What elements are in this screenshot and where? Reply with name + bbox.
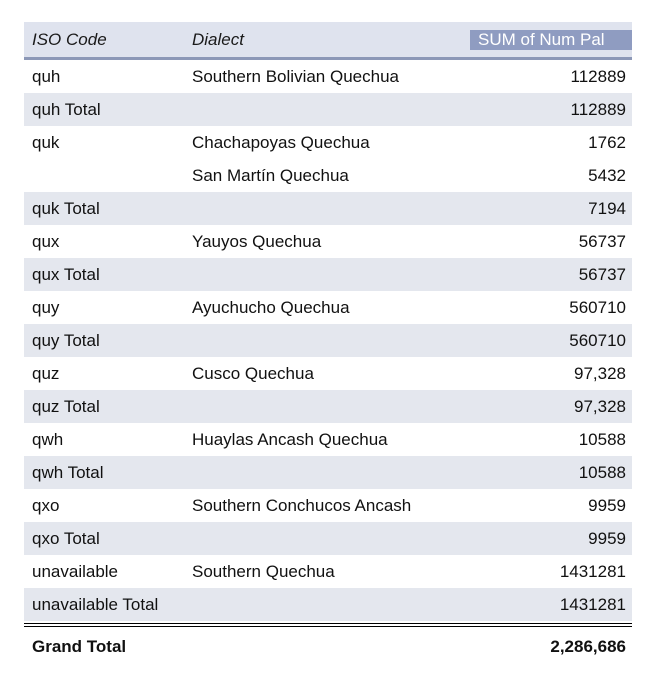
iso-code-cell[interactable]: qux	[32, 231, 60, 251]
sum-cell[interactable]: 560710	[569, 297, 626, 317]
dialect-cell[interactable]: Ayuchucho Quechua	[192, 297, 350, 317]
table-row: qux Yauyos Quechua 56737	[24, 225, 632, 258]
subtotal-row: quz Total 97,328	[24, 390, 632, 423]
sum-cell[interactable]: 7194	[588, 198, 626, 218]
dialect-cell[interactable]: Southern Bolivian Quechua	[192, 66, 399, 86]
subtotal-row: unavailable Total 1431281	[24, 588, 632, 621]
iso-code-cell[interactable]: quz	[32, 363, 60, 383]
iso-code-cell[interactable]: qxo Total	[32, 528, 100, 548]
header-dialect[interactable]: Dialect	[192, 29, 244, 49]
iso-code-cell[interactable]: qxo	[32, 495, 60, 515]
dialect-cell[interactable]: Cusco Quechua	[192, 363, 314, 383]
sum-cell[interactable]: 10588	[578, 429, 626, 449]
table-row: quy Ayuchucho Quechua 560710	[24, 291, 632, 324]
table-row: unavailable Southern Quechua 1431281	[24, 555, 632, 588]
subtotal-row: qwh Total 10588	[24, 456, 632, 489]
iso-code-cell[interactable]: unavailable	[32, 561, 119, 581]
sum-cell[interactable]: 56737	[578, 264, 626, 284]
sum-cell[interactable]: 5432	[588, 165, 626, 185]
header-sum-num-pal[interactable]: SUM of Num Pal	[470, 29, 632, 50]
sum-cell[interactable]: 560710	[569, 330, 626, 350]
sum-cell[interactable]: 112889	[570, 99, 626, 119]
sum-cell[interactable]: 10588	[578, 462, 626, 482]
table-row: quz Cusco Quechua 97,328	[24, 357, 632, 390]
sum-cell[interactable]: 1431281	[559, 561, 626, 581]
iso-code-cell[interactable]: unavailable Total	[32, 594, 159, 614]
iso-code-cell[interactable]: qwh Total	[32, 462, 104, 482]
subtotal-row: quy Total 560710	[24, 324, 632, 357]
iso-code-cell[interactable]: quk	[32, 132, 60, 152]
table-body: quh Southern Bolivian Quechua 112889 quh To…	[24, 60, 632, 621]
iso-code-cell[interactable]: quy Total	[32, 330, 100, 350]
sum-cell[interactable]: 97,328	[574, 363, 626, 383]
iso-code-cell[interactable]: quy	[32, 297, 60, 317]
iso-code-cell[interactable]: quh	[32, 66, 61, 86]
table-row: quk Chachapoyas Quechua 1762	[24, 126, 632, 159]
grand-total-label: Grand Total	[32, 637, 127, 656]
iso-code-cell[interactable]: quh Total	[32, 99, 101, 119]
iso-code-cell[interactable]: quk Total	[32, 198, 100, 218]
table-row: qwh Huaylas Ancash Quechua 10588	[24, 423, 632, 456]
pivot-table: ISO Code Dialect SUM of Num Pal quh South…	[24, 22, 632, 667]
dialect-cell[interactable]: Huaylas Ancash Quechua	[192, 429, 388, 449]
sum-cell[interactable]: 56737	[578, 231, 626, 251]
table-row: San Martín Quechua 5432	[24, 159, 632, 192]
grand-total-value: 2,286,686	[550, 637, 626, 656]
sum-cell[interactable]: 1431281	[559, 594, 626, 614]
subtotal-row: quh Total 112889	[24, 93, 632, 126]
iso-code-cell[interactable]: qux Total	[32, 264, 100, 284]
sum-cell[interactable]: 9959	[588, 495, 626, 515]
sum-cell[interactable]: 9959	[588, 528, 626, 548]
grand-total-row: Grand Total 2,286,686	[24, 623, 632, 667]
iso-code-cell[interactable]: qwh	[32, 429, 64, 449]
sum-cell[interactable]: 112889	[570, 66, 626, 86]
subtotal-row: qxo Total 9959	[24, 522, 632, 555]
header-row: ISO Code Dialect SUM of Num Pal	[24, 22, 632, 60]
dialect-cell[interactable]: Yauyos Quechua	[192, 231, 322, 251]
dialect-cell[interactable]: San Martín Quechua	[192, 165, 349, 185]
subtotal-row: quk Total 7194	[24, 192, 632, 225]
dialect-cell[interactable]: Southern Conchucos Ancash	[192, 495, 412, 515]
sum-cell[interactable]: 1762	[588, 132, 626, 152]
dialect-cell[interactable]: Chachapoyas Quechua	[192, 132, 370, 152]
table-row: qxo Southern Conchucos Ancash 9959	[24, 489, 632, 522]
dialect-cell[interactable]: Southern Quechua	[192, 561, 335, 581]
table-row: quh Southern Bolivian Quechua 112889	[24, 60, 632, 93]
iso-code-cell[interactable]: quz Total	[32, 396, 100, 416]
header-iso-code[interactable]: ISO Code	[32, 29, 107, 49]
sum-cell[interactable]: 97,328	[574, 396, 626, 416]
subtotal-row: qux Total 56737	[24, 258, 632, 291]
